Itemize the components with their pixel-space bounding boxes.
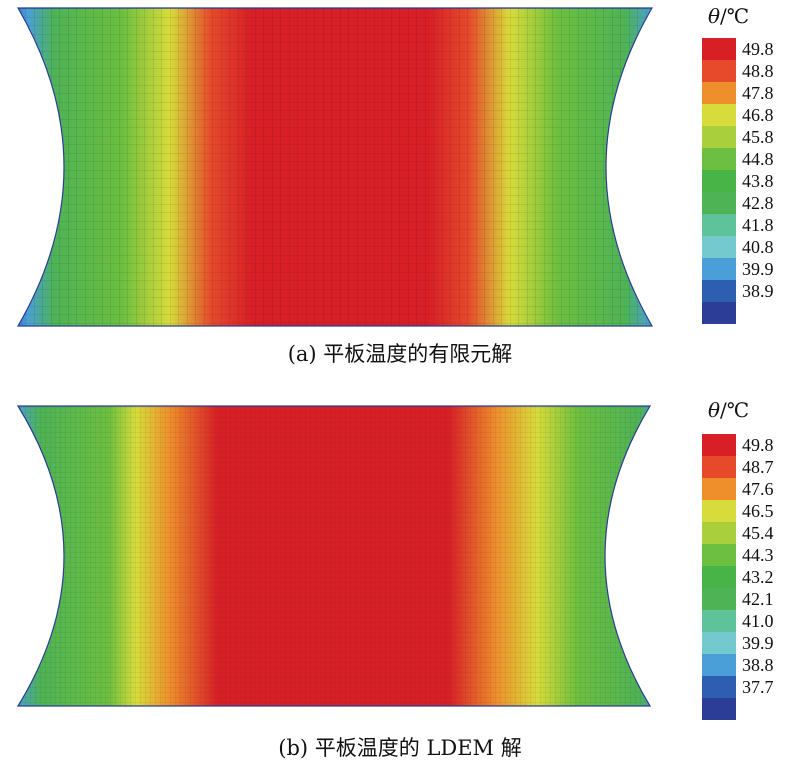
legend-swatch <box>702 676 736 698</box>
legend-value: 49.8 <box>742 435 774 455</box>
temperature-plate-fem <box>16 7 654 327</box>
legend-row: 43.8 <box>702 170 800 192</box>
legend-value: 45.8 <box>742 127 774 147</box>
legend-swatch <box>702 434 736 456</box>
legend-row: 38.8 <box>702 654 800 676</box>
legend-unit-label: θ/℃ <box>708 398 750 422</box>
legend-value: 38.8 <box>742 655 774 675</box>
legend-row: 45.4 <box>702 522 800 544</box>
legend-row: 44.8 <box>702 148 800 170</box>
legend-swatch <box>702 566 736 588</box>
legend-row: 48.7 <box>702 456 800 478</box>
plate-body <box>18 406 650 706</box>
legend-row: 47.8 <box>702 82 800 104</box>
legend-value: 44.3 <box>742 545 774 565</box>
legend-row: 41.0 <box>702 610 800 632</box>
legend-row: 45.8 <box>702 126 800 148</box>
legend-value: 44.8 <box>742 149 774 169</box>
temperature-plate-ldem <box>16 405 652 707</box>
legend-row: 41.8 <box>702 214 800 236</box>
legend-row: 40.8 <box>702 236 800 258</box>
legend-swatch <box>702 192 736 214</box>
legend-value: 47.8 <box>742 83 774 103</box>
legend-swatch <box>702 170 736 192</box>
legend-value: 39.9 <box>742 633 774 653</box>
legend-swatch <box>702 148 736 170</box>
legend-row: 39.9 <box>702 258 800 280</box>
legend-value: 43.2 <box>742 567 774 587</box>
legend-swatch <box>702 60 736 82</box>
legend-row: 37.7 <box>702 676 800 698</box>
caption-ldem: (b) 平板温度的 LDEM 解 <box>278 736 522 760</box>
legend-swatch <box>702 610 736 632</box>
legend-value: 41.0 <box>742 611 774 631</box>
legend-swatch <box>702 258 736 280</box>
legend-swatch <box>702 478 736 500</box>
legend-row: 47.6 <box>702 478 800 500</box>
legend-unit-label: θ/℃ <box>708 4 750 28</box>
legend-value: 45.4 <box>742 523 774 543</box>
legend-swatch <box>702 214 736 236</box>
legend-swatch <box>702 588 736 610</box>
legend-row: 46.8 <box>702 104 800 126</box>
legend-swatch <box>702 544 736 566</box>
legend-row: 42.8 <box>702 192 800 214</box>
legend-row <box>702 302 800 324</box>
legend-row: 46.5 <box>702 500 800 522</box>
caption-fem: (a) 平板温度的有限元解 <box>287 342 513 366</box>
legend-row: 49.8 <box>702 38 800 60</box>
legend-swatch <box>702 126 736 148</box>
legend-swatch <box>702 522 736 544</box>
legend-swatch <box>702 302 736 324</box>
legend-swatch <box>702 456 736 478</box>
legend-value: 41.8 <box>742 215 774 235</box>
legend-row: 49.8 <box>702 434 800 456</box>
legend-row: 48.8 <box>702 60 800 82</box>
legend-value: 37.7 <box>742 677 774 697</box>
plate-outline <box>16 7 654 327</box>
legend-value: 40.8 <box>742 237 774 257</box>
plate-outline <box>16 405 652 707</box>
legend-row: 42.1 <box>702 588 800 610</box>
legend-swatch <box>702 82 736 104</box>
legend-value: 42.1 <box>742 589 774 609</box>
legend-row: 44.3 <box>702 544 800 566</box>
panel-fem: θ/℃ 49.8 48.8 47.8 46.8 45.8 44.8 43.8 42.8 41.8… <box>0 0 800 380</box>
legend-swatch <box>702 38 736 60</box>
legend-row: 39.9 <box>702 632 800 654</box>
legend-value: 49.8 <box>742 39 774 59</box>
legend-value: 48.8 <box>742 61 774 81</box>
legend-swatch <box>702 654 736 676</box>
legend-value: 39.9 <box>742 259 774 279</box>
legend-swatch <box>702 280 736 302</box>
legend-value: 42.8 <box>742 193 774 213</box>
legend-value: 48.7 <box>742 457 774 477</box>
legend-swatch <box>702 632 736 654</box>
legend-value: 47.6 <box>742 479 774 499</box>
legend-swatch <box>702 236 736 258</box>
legend-row <box>702 698 800 720</box>
legend-swatch <box>702 500 736 522</box>
legend-swatch <box>702 698 736 720</box>
panel-ldem: θ/℃ 49.8 48.7 47.6 46.5 45.4 44.3 43.2 42.1 41.0… <box>0 392 800 766</box>
legend-value: 43.8 <box>742 171 774 191</box>
legend-value: 46.8 <box>742 105 774 125</box>
plate-body <box>18 8 652 326</box>
legend-row: 38.9 <box>702 280 800 302</box>
legend-value: 38.9 <box>742 281 774 301</box>
legend-swatch <box>702 104 736 126</box>
legend-value: 46.5 <box>742 501 774 521</box>
legend-row: 43.2 <box>702 566 800 588</box>
